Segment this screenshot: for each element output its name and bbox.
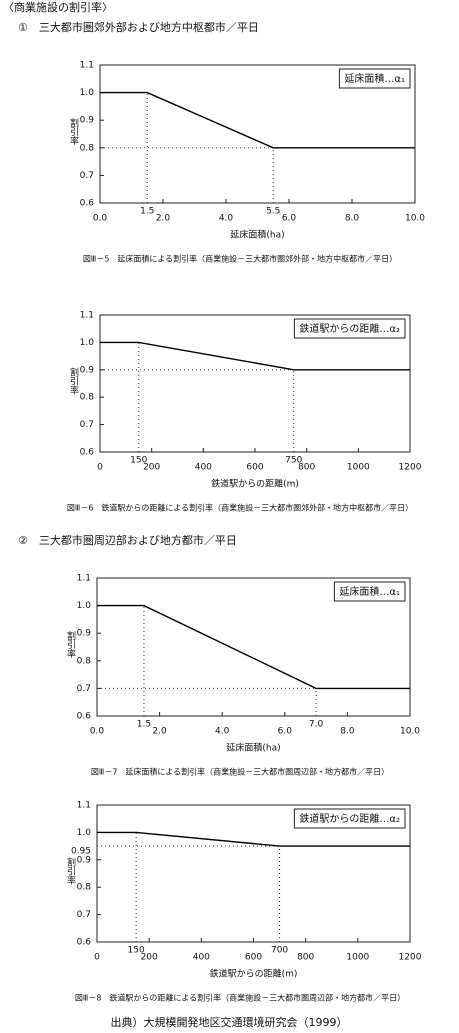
y-axis-label: 割引率 bbox=[65, 856, 76, 885]
x-tick-label: 6.0 bbox=[278, 727, 293, 737]
y-tick-label: 0.8 bbox=[77, 883, 92, 893]
chart-caption: 図Ⅲ－8 鉄道駅からの距離による割引率（商業施設－三大都市圏周辺部・地方都市／平… bbox=[75, 993, 405, 1003]
y-tick-label: 1.1 bbox=[77, 574, 91, 584]
y-tick-label: 1.0 bbox=[77, 828, 92, 838]
y-tick-label: 1.0 bbox=[77, 601, 92, 611]
x-tick-label: 4.0 bbox=[219, 214, 234, 224]
source: 出典）大規模開発地区交通環境研究会（1999） bbox=[111, 1015, 348, 1029]
legend-label: 鉄道駅からの距離…α₂ bbox=[299, 812, 400, 825]
x-tick-label: 200 bbox=[141, 953, 158, 963]
y-tick-label: 1.1 bbox=[80, 61, 94, 71]
legend-label: 鉄道駅からの距離…α₂ bbox=[299, 322, 400, 335]
x-tick-label: 1000 bbox=[346, 953, 369, 963]
legend-box bbox=[293, 318, 406, 339]
series-line bbox=[100, 91, 415, 149]
section-heading: ② 三大都市圏周辺部および地方都市／平日 bbox=[18, 533, 237, 547]
x-axis-label: 鉄道駅からの距離(m) bbox=[211, 478, 299, 490]
y-tick-label: 0.9 bbox=[80, 365, 95, 375]
y-tick-label: 1.1 bbox=[80, 311, 94, 321]
plot-frame bbox=[99, 64, 416, 204]
y-tick-label: 0.7 bbox=[80, 171, 94, 181]
breakpoint-label: 150 bbox=[130, 456, 147, 466]
y-tick-label: 0.6 bbox=[80, 448, 95, 458]
x-tick-label: 8.0 bbox=[345, 214, 360, 224]
x-tick-label: 600 bbox=[246, 463, 263, 473]
x-tick-label: 10.0 bbox=[400, 727, 420, 737]
series-line bbox=[100, 341, 410, 371]
y-axis-label: 割引率 bbox=[68, 117, 79, 146]
x-tick-label: 800 bbox=[297, 953, 314, 963]
y-tick-label: 0.8 bbox=[77, 656, 92, 666]
x-axis-label: 延床面積(ha) bbox=[226, 742, 280, 754]
chart-caption: 図Ⅲ－5 延床面積による割引率（商業施設－三大都市圏郊外部・地方中枢都市／平日） bbox=[83, 254, 397, 264]
x-tick-label: 8.0 bbox=[340, 727, 355, 737]
y-tick-label: 0.7 bbox=[77, 684, 91, 694]
y-tick-label: 0.8 bbox=[80, 143, 95, 153]
x-tick-label: 200 bbox=[143, 463, 160, 473]
chart-caption: 図Ⅲ－7 延床面積による割引率（商業施設－三大都市圏周辺部・地方都市／平日） bbox=[91, 767, 389, 777]
x-tick-label: 400 bbox=[195, 463, 212, 473]
y-tick-label: 0.9 bbox=[77, 855, 92, 865]
x-tick-label: 600 bbox=[245, 953, 262, 963]
y-tick-label: 0.6 bbox=[77, 938, 92, 948]
x-axis-label: 鉄道駅からの距離(m) bbox=[210, 968, 298, 980]
x-tick-label: 800 bbox=[298, 463, 315, 473]
y-tick-label: 0.9 bbox=[77, 629, 92, 639]
legend-label: 延床面積…α₁ bbox=[339, 585, 400, 598]
legend-label: 延床面積…α₁ bbox=[344, 72, 405, 85]
breakpoint-label: 750 bbox=[285, 456, 302, 466]
y-tick-label: 1.0 bbox=[80, 88, 95, 98]
y-tick-label: 0.7 bbox=[80, 420, 94, 430]
breakpoint-label: 1.5 bbox=[140, 207, 154, 217]
breakpoint-label: 700 bbox=[271, 946, 288, 956]
y-axis-label: 割引率 bbox=[68, 366, 79, 395]
breakpoint-label: 150 bbox=[128, 946, 145, 956]
level-label: 0.95 bbox=[71, 847, 91, 857]
y-tick-label: 0.6 bbox=[77, 712, 92, 722]
breakpoint-label: 7.0 bbox=[309, 720, 324, 730]
x-tick-label: 0 bbox=[97, 463, 103, 473]
x-tick-label: 6.0 bbox=[282, 214, 297, 224]
x-tick-label: 4.0 bbox=[215, 727, 230, 737]
x-tick-label: 0.0 bbox=[93, 214, 108, 224]
y-tick-label: 0.9 bbox=[80, 116, 95, 126]
section-heading: ① 三大都市圏郊外部および地方中枢都市／平日 bbox=[18, 20, 259, 34]
y-tick-label: 0.7 bbox=[77, 910, 91, 920]
y-tick-label: 1.1 bbox=[77, 801, 91, 811]
x-tick-label: 0.0 bbox=[90, 727, 105, 737]
x-tick-label: 10.0 bbox=[405, 214, 425, 224]
x-tick-label: 2.0 bbox=[156, 214, 171, 224]
y-tick-label: 0.6 bbox=[80, 199, 95, 209]
plot-frame bbox=[96, 577, 411, 717]
breakpoint-label: 1.5 bbox=[137, 720, 151, 730]
chart-caption: 図Ⅲ－6 鉄道駅からの距離による割引率（商業施設－三大都市圏郊外部・地方中枢都市… bbox=[67, 503, 413, 513]
legend-box bbox=[338, 68, 411, 89]
y-axis-label: 割引率 bbox=[65, 630, 76, 659]
series-line bbox=[97, 604, 410, 690]
legend-box bbox=[293, 808, 406, 829]
x-tick-label: 0 bbox=[94, 953, 100, 963]
series-line bbox=[97, 831, 410, 847]
legend-box bbox=[333, 581, 406, 602]
x-axis-label: 延床面積(ha) bbox=[230, 229, 284, 241]
header: 〈商業施設の割引率〉 bbox=[3, 0, 113, 14]
y-tick-label: 0.8 bbox=[80, 393, 95, 403]
x-tick-label: 1200 bbox=[399, 463, 422, 473]
x-tick-label: 1200 bbox=[399, 953, 422, 963]
x-tick-label: 1000 bbox=[347, 463, 370, 473]
x-tick-label: 2.0 bbox=[152, 727, 167, 737]
x-tick-label: 400 bbox=[193, 953, 210, 963]
breakpoint-label: 5.5 bbox=[266, 207, 280, 217]
y-tick-label: 1.0 bbox=[80, 338, 95, 348]
